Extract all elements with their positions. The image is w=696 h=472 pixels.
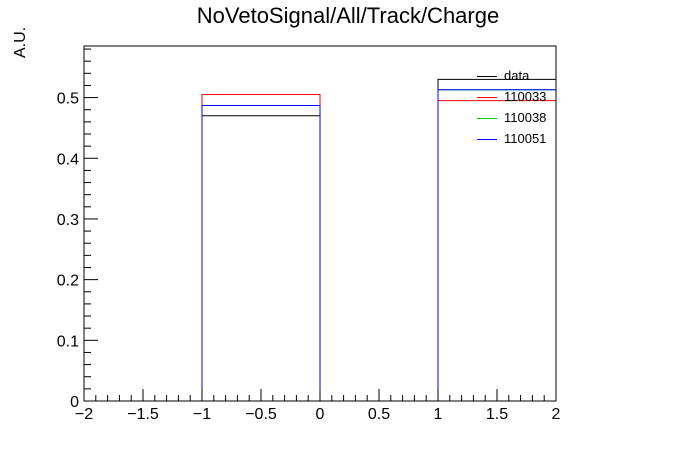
y-tick-label: 0.2 (57, 273, 79, 290)
x-tick-label: −1.5 (127, 406, 159, 423)
y-tick-label: 0.4 (57, 151, 79, 168)
x-tick-label: 1 (434, 406, 443, 423)
y-axis: 0 0.1 0.2 0.3 0.4 0.5 (57, 48, 98, 411)
legend-item-110033: 110033 (470, 87, 560, 108)
y-axis-label: A.U. (12, 26, 29, 58)
x-tick-label: −2 (75, 406, 93, 423)
x-tick-label: −0.5 (245, 406, 277, 423)
legend-swatch-data (477, 76, 497, 77)
legend-item-110051: 110051 (470, 129, 560, 150)
x-tick-label: −1 (193, 406, 211, 423)
legend-swatch-110051 (477, 139, 497, 140)
chart-title: NoVetoSignal/All/Track/Charge (196, 3, 500, 28)
y-tick-label: 0 (70, 394, 79, 411)
y-tick-label: 0.1 (57, 333, 79, 350)
x-tick-label: 0.5 (368, 406, 390, 423)
legend-label-data: data (504, 68, 530, 83)
x-tick-label: 0 (316, 406, 325, 423)
legend-swatch-110033 (477, 97, 497, 98)
x-axis: −2 −1.5 −1 −0.5 0 0.5 1 1.5 2 (75, 389, 561, 423)
y-tick-label: 0.5 (57, 91, 79, 108)
legend-label-110033: 110033 (504, 89, 547, 104)
legend-label-110038: 110038 (504, 110, 547, 125)
x-tick-label: 2 (552, 406, 561, 423)
y-tick-label: 0.3 (57, 212, 79, 229)
legend-swatch-110038 (477, 118, 497, 119)
x-tick-label: 1.5 (486, 406, 508, 423)
legend: data 110033 110038 110051 (470, 66, 560, 150)
legend-item-110038: 110038 (470, 108, 560, 129)
legend-item-data: data (470, 66, 560, 87)
legend-label-110051: 110051 (504, 131, 547, 146)
